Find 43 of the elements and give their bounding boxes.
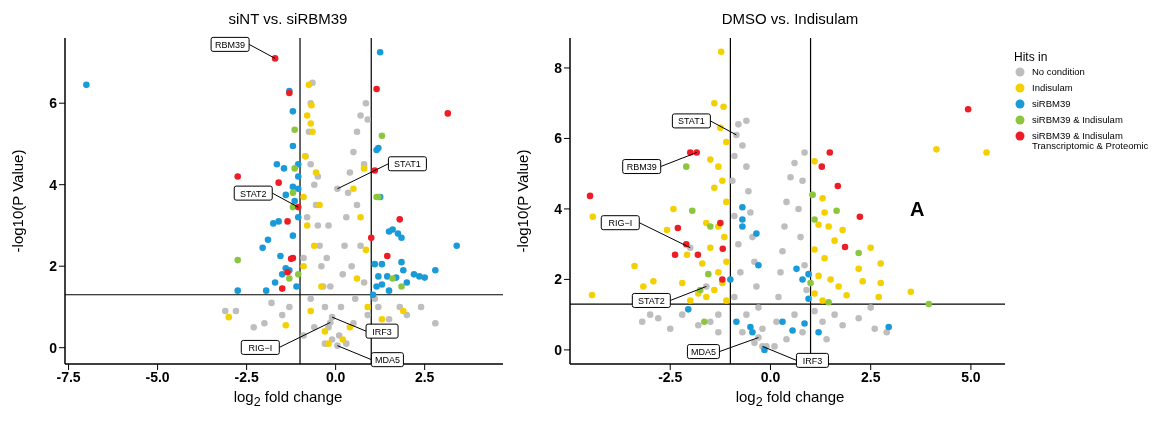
y-tick-label: 0	[554, 341, 563, 358]
annotation: A	[910, 198, 925, 221]
x-tick-label: 0.0	[760, 368, 781, 385]
chart-title: siNT vs. siRBM39	[227, 9, 349, 29]
annotation: STAT1	[678, 116, 705, 127]
chart-title: DMSO vs. Indisulam	[720, 9, 860, 29]
annotation: STAT2	[239, 188, 267, 199]
y-axis-title: -log10(P Value)	[514, 149, 532, 253]
x-axis-title: log$_{2}$ fold change	[734, 388, 846, 411]
annotation: IRF3	[372, 326, 392, 337]
annotation: MDA5	[374, 355, 400, 366]
annotation: RIG−I	[608, 218, 633, 229]
x-axis-title: log$_{2}$ fold change	[232, 388, 344, 411]
annotation: RBM39	[215, 39, 246, 50]
y-tick-label: 0	[49, 339, 58, 356]
annotation: RBM39	[626, 162, 657, 173]
x-tick-label: -2.5	[234, 368, 259, 385]
x-tick-label: 2.5	[414, 368, 435, 385]
annotation: STAT1	[394, 159, 421, 170]
legend-label: Indisulam	[1032, 82, 1073, 93]
annotation: STAT2	[637, 295, 665, 306]
legend-label: siRBM39 & Indisulam Transcriptomic & Proteomic	[1032, 130, 1150, 151]
y-tick-label: 8	[554, 59, 563, 76]
y-tick-label: 6	[49, 95, 58, 112]
y-tick-label: 6	[554, 130, 563, 147]
annotation: MDA5	[690, 347, 716, 358]
y-tick-label: 2	[49, 258, 58, 275]
x-tick-label: 5.0	[961, 368, 981, 385]
legend-label: No condition	[1032, 66, 1085, 77]
annotation: RIG−I	[248, 342, 273, 353]
y-axis-title: -log10(P Value)	[9, 149, 27, 253]
legend-label: siRBM39 & Indisulam	[1032, 114, 1123, 125]
x-tick-label: -5.0	[145, 368, 170, 385]
y-tick-label: 2	[554, 271, 563, 288]
x-tick-label: -2.5	[658, 368, 683, 385]
x-tick-label: 2.5	[860, 368, 881, 385]
y-tick-label: 4	[554, 200, 563, 217]
legend-label: siRBM39	[1032, 98, 1071, 109]
x-tick-label: -7.5	[56, 368, 81, 385]
annotation: IRF3	[802, 355, 823, 366]
x-tick-label: 0.0	[325, 368, 346, 385]
legend-title: Hits in	[1014, 50, 1049, 64]
y-tick-label: 4	[49, 176, 58, 193]
